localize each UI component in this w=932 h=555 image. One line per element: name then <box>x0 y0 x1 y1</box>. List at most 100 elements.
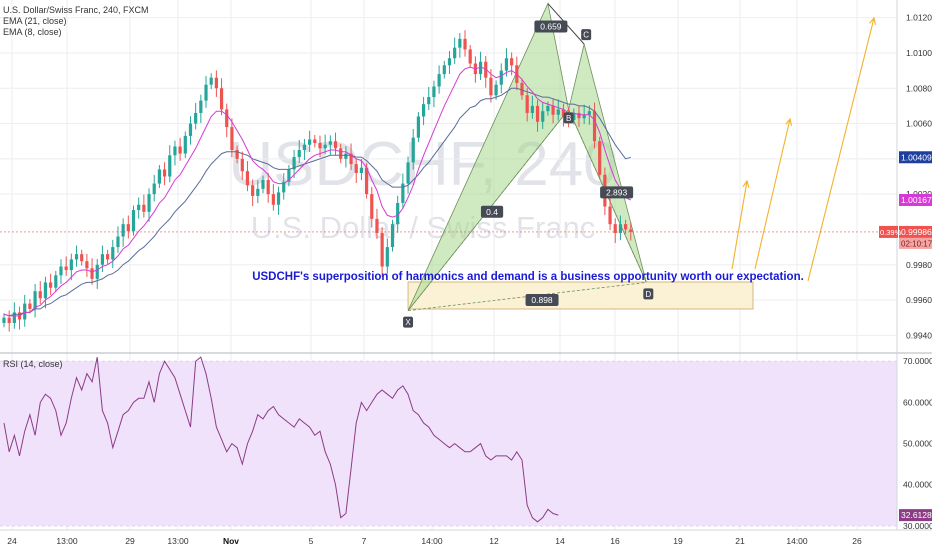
candle-body <box>421 104 426 117</box>
symbol-line: U.S. Dollar/Swiss Franc, 240, FXCM <box>3 5 149 15</box>
candle-body <box>240 158 244 172</box>
time-tick-label: 14:00 <box>786 536 808 546</box>
candle-body <box>406 162 410 184</box>
pattern-point-badge <box>581 29 592 41</box>
pattern-xb-line <box>407 109 569 311</box>
ema8-legend: EMA (8, close) <box>3 27 62 37</box>
candle-body <box>90 268 94 279</box>
time-axis[interactable]: 24 13:00 29 13:00 Nov 5 7 14:00 12 14 16 19 21 14:00 2… <box>7 536 862 546</box>
candle-body <box>370 194 374 219</box>
candle-body <box>587 111 591 115</box>
candle-body <box>504 58 509 71</box>
rsi-axis[interactable]: 70.0000 60.0000 50.0000 40.0000 30.0000 <box>903 356 932 531</box>
candle-body <box>592 111 597 142</box>
candle-body <box>188 123 193 136</box>
candle-body <box>121 224 125 237</box>
time-tick-label: 29 <box>125 536 135 546</box>
candle-body <box>251 185 255 196</box>
candle-body <box>204 84 208 101</box>
candle-body <box>447 58 452 66</box>
rsi-legend: RSI (14, close) <box>3 359 63 369</box>
time-tick-label: 7 <box>362 536 367 546</box>
time-tick-label: Nov <box>223 536 239 546</box>
candle-body <box>411 137 415 163</box>
candle-body <box>69 259 73 271</box>
candle-body <box>478 61 483 75</box>
price-tick-label: 1.01000 <box>906 48 932 58</box>
candle-body <box>427 97 431 105</box>
candle-body <box>416 116 420 138</box>
candle-body <box>530 105 534 113</box>
candle-body <box>74 254 79 260</box>
pattern-point-badge <box>643 288 654 300</box>
countdown-box <box>899 237 932 249</box>
candle-body <box>194 112 198 124</box>
time-tick-label: 14:00 <box>421 536 443 546</box>
candle-body <box>582 114 586 119</box>
candle-body <box>168 155 172 177</box>
pattern-point-c: C <box>583 31 589 40</box>
candle-body <box>302 144 307 151</box>
rsi-last-label: 32.6128 <box>901 510 932 520</box>
candle-body <box>396 202 400 225</box>
projection-arrow-line <box>754 118 791 270</box>
candle-body <box>59 266 63 276</box>
projection-arrow-head <box>785 117 793 126</box>
annotation-text: USDCHF's superposition of harmonics and … <box>252 271 804 283</box>
candle-body <box>375 218 379 233</box>
candle-body <box>318 142 322 149</box>
price-tag-label: 1.00167 <box>901 195 932 205</box>
candle-body <box>95 264 99 279</box>
candle-body <box>28 303 32 309</box>
candle-body <box>401 183 405 203</box>
candle-body <box>561 109 566 117</box>
watermark-name: U.S. Dollar / Swiss Franc <box>251 210 596 245</box>
rsi-band <box>0 361 897 526</box>
watermark: USDCHF, 240 U.S. Dollar / Swiss Franc <box>228 130 617 245</box>
candle-body <box>245 171 250 186</box>
ratio-badge <box>600 186 634 199</box>
time-tick-label: 14 <box>555 536 565 546</box>
time-tick-label: 21 <box>735 536 745 546</box>
candle-body <box>282 181 286 193</box>
change-label: 0.39% <box>880 228 902 237</box>
candle-body <box>608 206 612 225</box>
candle-body <box>230 127 234 151</box>
time-tick-label: 5 <box>309 536 314 546</box>
candle-body <box>235 150 239 159</box>
candle-body <box>499 70 503 85</box>
price-tag-label: 1.00409 <box>901 152 932 162</box>
candle-body <box>385 247 389 267</box>
ema21-line <box>3 87 631 317</box>
candle-body <box>453 47 457 59</box>
candle-body <box>23 303 27 320</box>
candle-body <box>339 148 343 159</box>
candle-body <box>365 167 369 195</box>
candle-body <box>535 105 540 122</box>
watermark-symbol: USDCHF, 240 <box>228 130 617 199</box>
candle-body <box>54 275 58 288</box>
candle-body <box>100 254 105 265</box>
candle-body <box>106 254 110 260</box>
candle-body <box>354 164 358 173</box>
candle-body <box>484 61 488 78</box>
candle-body <box>214 77 218 89</box>
candle-body <box>287 169 291 182</box>
price-tick-label: 0.99400 <box>906 330 932 340</box>
candle-body <box>38 291 42 299</box>
candle-body <box>344 153 348 159</box>
time-tick-label: 19 <box>673 536 683 546</box>
candle-body <box>209 77 213 85</box>
candle-body <box>2 317 6 323</box>
candle-body <box>131 210 136 232</box>
ema8-line <box>3 66 632 317</box>
candle-body <box>292 157 296 170</box>
candle-body <box>541 111 545 122</box>
candle-body <box>510 58 514 66</box>
candle-body <box>437 74 441 87</box>
ema21-legend: EMA (21, close) <box>3 16 67 26</box>
